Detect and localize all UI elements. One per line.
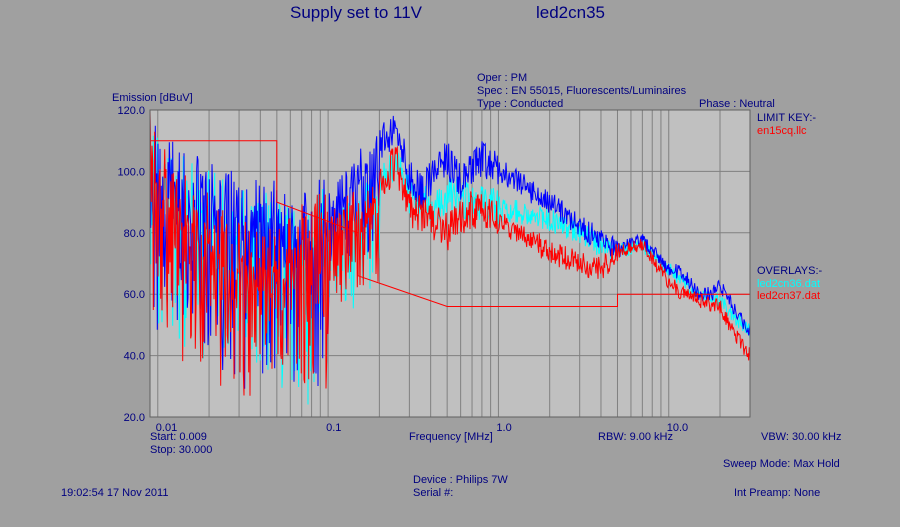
vbw-value: VBW: 30.00 kHz xyxy=(761,431,842,443)
phase-info: Phase : Neutral xyxy=(699,98,775,110)
oper-info: Oper : PM xyxy=(477,72,528,84)
chart-title-left: Supply set to 11V xyxy=(290,3,422,22)
x-axis-label: Frequency [MHz] xyxy=(409,431,493,443)
device-info: Device : Philips 7W xyxy=(413,474,508,486)
y-tick-label: 20.0 xyxy=(124,412,145,424)
stop-frequency: Stop: 30.000 xyxy=(150,444,213,456)
y-tick-label: 100.0 xyxy=(117,166,145,178)
y-tick-label: 60.0 xyxy=(124,289,145,301)
y-axis-label: Emission [dBuV] xyxy=(112,92,193,104)
limit-file-label: en15cq.llc xyxy=(757,125,807,137)
y-tick-label: 40.0 xyxy=(124,351,145,363)
x-tick-label: 0.01 xyxy=(156,422,177,434)
timestamp: 19:02:54 17 Nov 2011 xyxy=(61,487,169,499)
plot-border xyxy=(149,109,751,418)
spec-info: Spec : EN 55015, Fluorescents/Luminaires xyxy=(477,85,687,97)
chart-title-right: led2cn35 xyxy=(536,3,606,22)
overlay-1-label: led2cn36.dat xyxy=(757,278,820,290)
sweep-mode: Sweep Mode: Max Hold xyxy=(723,458,840,470)
series-trace-led2cn37-dat xyxy=(149,109,751,396)
overlays-label: OVERLAYS:- xyxy=(757,265,823,277)
overlay-2-label: led2cn37.dat xyxy=(757,290,820,302)
preamp-info: Int Preamp: None xyxy=(734,487,821,499)
y-tick-label: 120.0 xyxy=(117,105,145,117)
serial-info: Serial #: xyxy=(413,487,454,499)
x-tick-label: 10.0 xyxy=(667,422,688,434)
x-tick-label: 0.1 xyxy=(326,422,341,434)
start-frequency: Start: 0.009 xyxy=(150,431,207,443)
x-tick-label: 1.0 xyxy=(496,422,511,434)
limit-key-label: LIMIT KEY:- xyxy=(757,112,817,124)
limit-line xyxy=(150,140,750,307)
y-tick-label: 80.0 xyxy=(124,228,145,240)
type-info: Type : Conducted xyxy=(477,98,564,110)
rbw-value: RBW: 9.00 kHz xyxy=(598,431,673,443)
